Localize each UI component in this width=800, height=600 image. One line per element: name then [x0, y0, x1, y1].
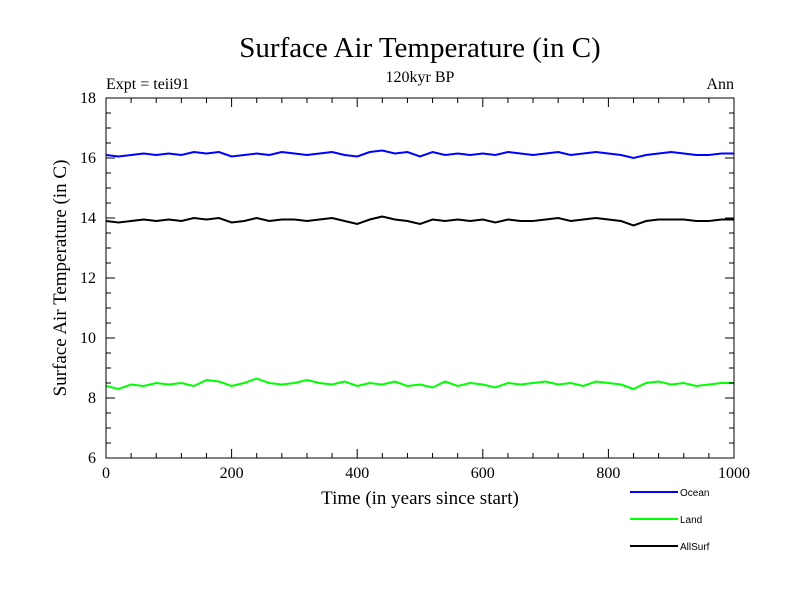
x-tick-label: 0: [102, 465, 110, 482]
series-line-allsurf: [105, 215, 734, 227]
series-layer: [105, 149, 734, 391]
x-tick-label: 600: [471, 465, 495, 482]
y-axis-label: Surface Air Temperature (in C): [50, 160, 71, 397]
legend-label-land: Land: [680, 515, 702, 526]
y-tick-label: 8: [88, 390, 96, 407]
y-tick-label: 16: [80, 150, 96, 167]
x-tick-label: 1000: [718, 465, 750, 482]
x-tick-label: 200: [220, 465, 244, 482]
series-line-ocean: [105, 149, 734, 160]
season-label: Ann: [706, 76, 734, 93]
experiment-label: Expt = teii91: [106, 76, 190, 93]
y-tick-label: 6: [88, 450, 96, 467]
y-tick-label: 10: [80, 330, 96, 347]
y-tick-label: 12: [80, 270, 96, 287]
legend-label-allsurf: AllSurf: [680, 542, 710, 553]
series-line-land: [105, 377, 734, 391]
x-tick-label: 400: [345, 465, 369, 482]
y-tick-label: 18: [80, 90, 96, 107]
chart-subtitle: 120kyr BP: [386, 69, 455, 86]
chart-title: Surface Air Temperature (in C): [239, 32, 600, 64]
axis-ticks: 0 200 400 600 800 1000 6 8 10 12 14 16 18: [80, 90, 750, 482]
y-tick-label: 14: [80, 210, 96, 227]
x-axis-label: Time (in years since start): [321, 488, 519, 509]
x-tick-label: 800: [596, 465, 620, 482]
legend: Ocean Land AllSurf: [630, 488, 710, 553]
legend-label-ocean: Ocean: [680, 488, 709, 499]
